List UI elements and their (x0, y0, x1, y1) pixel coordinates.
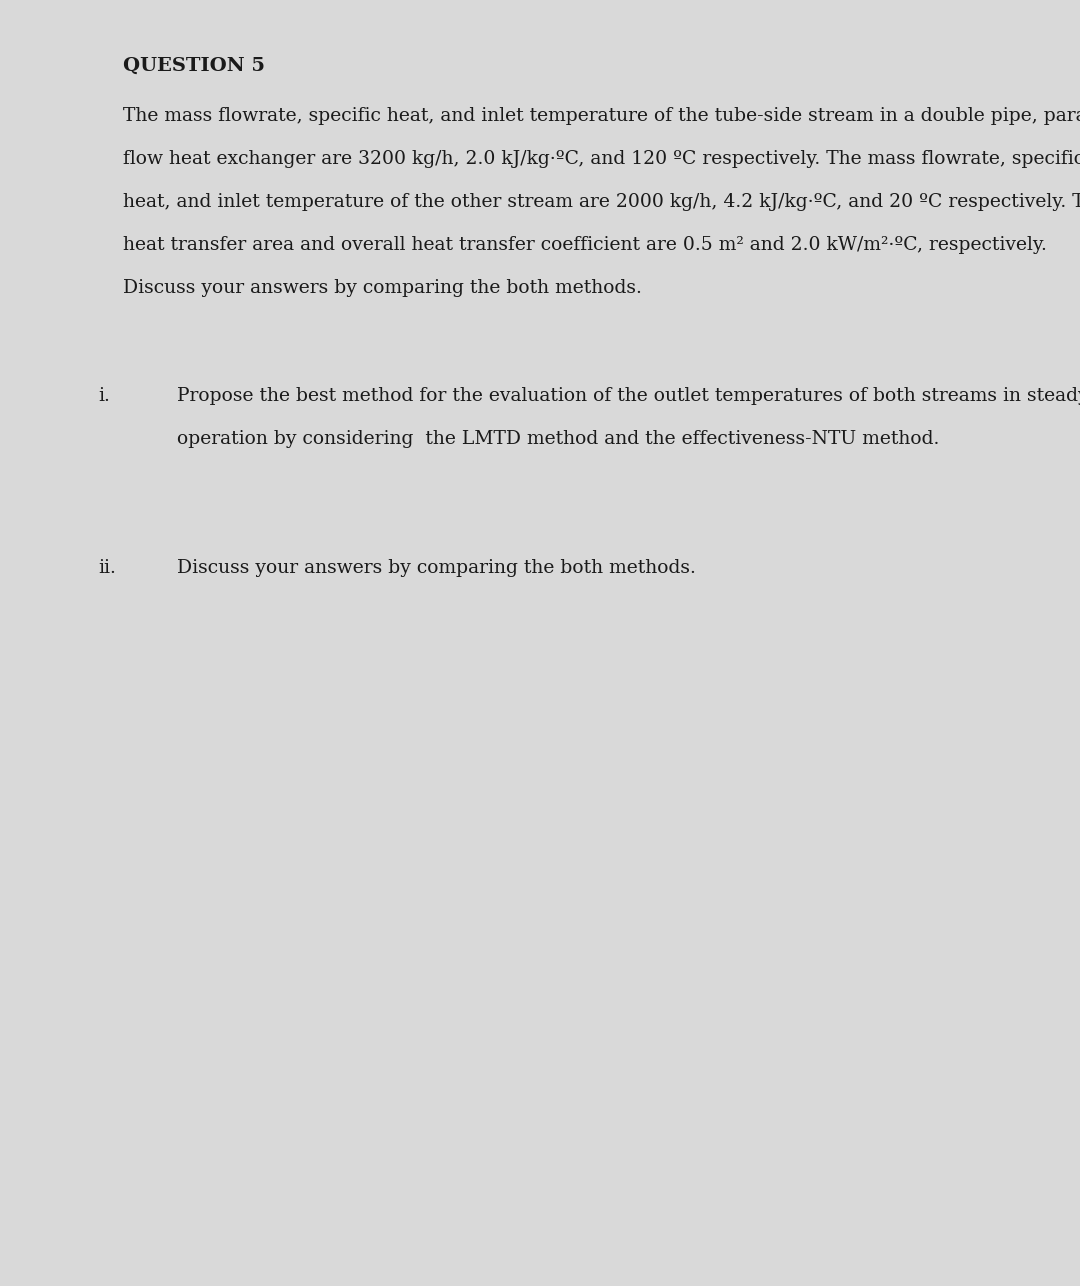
Text: heat, and inlet temperature of the other stream are 2000 kg/h, 4.2 kJ/kg·ºC, and: heat, and inlet temperature of the other… (123, 193, 1080, 211)
Text: Discuss your answers by comparing the both methods.: Discuss your answers by comparing the bo… (177, 558, 697, 576)
Text: QUESTION 5: QUESTION 5 (123, 57, 265, 75)
Text: Discuss your answers by comparing the both methods.: Discuss your answers by comparing the bo… (123, 279, 642, 297)
Text: The mass flowrate, specific heat, and inlet temperature of the tube-side stream : The mass flowrate, specific heat, and in… (123, 107, 1080, 125)
Text: Propose the best method for the evaluation of the outlet temperatures of both st: Propose the best method for the evaluati… (177, 387, 1080, 405)
Text: ii.: ii. (98, 558, 116, 576)
Text: flow heat exchanger are 3200 kg/h, 2.0 kJ/kg·ºC, and 120 ºC respectively. The ma: flow heat exchanger are 3200 kg/h, 2.0 k… (123, 150, 1080, 168)
Text: i.: i. (98, 387, 110, 405)
Text: heat transfer area and overall heat transfer coefficient are 0.5 m² and 2.0 kW/m: heat transfer area and overall heat tran… (123, 235, 1047, 253)
Text: operation by considering  the LMTD method and the effectiveness-NTU method.: operation by considering the LMTD method… (177, 430, 940, 448)
